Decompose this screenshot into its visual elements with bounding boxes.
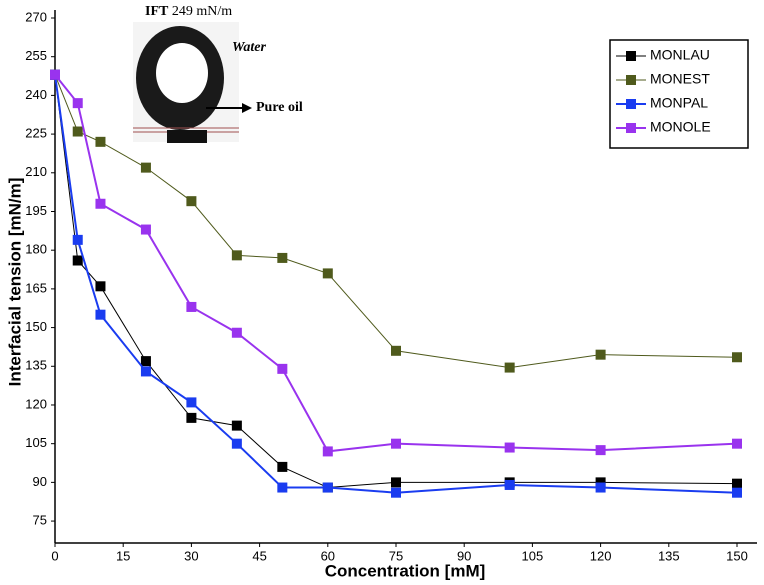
x-tick-label: 120 [590, 548, 612, 563]
series-line [54, 74, 738, 494]
arrow-head [242, 103, 252, 113]
marker [186, 412, 197, 423]
marker [95, 281, 106, 292]
marker [732, 478, 742, 489]
x-tick-label: 0 [51, 548, 58, 563]
oil-label: Pure oil [256, 100, 303, 115]
marker [72, 98, 83, 109]
y-tick-label: 255 [25, 48, 47, 63]
x-tick-label: 60 [321, 548, 335, 563]
marker [186, 301, 197, 312]
x-tick-label: 105 [522, 548, 544, 563]
y-tick-label: 270 [25, 9, 47, 24]
marker [231, 438, 242, 449]
ift-text: IFT 249 mN/m [145, 4, 232, 19]
marker [50, 69, 60, 80]
marker [595, 349, 606, 360]
marker [504, 362, 515, 373]
x-tick-label: 15 [116, 548, 130, 563]
marker [231, 327, 242, 338]
inset-image: IFT 249 mN/m Water Pure oil [133, 4, 303, 143]
x-tick-label: 75 [389, 548, 403, 563]
legend-marker [626, 75, 636, 85]
marker [72, 234, 83, 245]
marker [95, 136, 106, 147]
y-tick-label: 210 [25, 164, 47, 179]
y-tick-label: 180 [25, 242, 47, 257]
legend-label: MONEST [650, 71, 710, 87]
droplet-highlight [156, 43, 208, 103]
marker [186, 196, 197, 207]
marker [391, 487, 401, 498]
y-tick-label: 75 [33, 513, 47, 528]
y-tick-label: 240 [25, 87, 47, 102]
marker [504, 479, 515, 490]
marker [277, 252, 288, 263]
marker [322, 446, 333, 457]
ift-label: IFT [145, 4, 169, 19]
marker [391, 477, 401, 488]
marker [732, 438, 742, 449]
marker [72, 255, 83, 266]
x-tick-label: 30 [184, 548, 198, 563]
marker [140, 366, 151, 377]
marker [72, 126, 83, 137]
y-tick-label: 165 [25, 280, 47, 295]
y-tick-label: 150 [25, 319, 47, 334]
legend-marker [626, 99, 636, 109]
marker [732, 352, 742, 363]
x-tick-label: 150 [726, 548, 748, 563]
marker [732, 487, 742, 498]
marker [140, 162, 151, 173]
marker [595, 482, 606, 493]
y-tick-label: 225 [25, 126, 47, 141]
y-tick-label: 90 [33, 474, 47, 489]
legend-label: MONOLE [650, 119, 711, 135]
marker [277, 482, 288, 493]
marker [95, 198, 106, 209]
marker [595, 477, 606, 488]
y-tick-label: 105 [25, 435, 47, 450]
marker [391, 438, 401, 449]
ift-value: 249 mN/m [172, 4, 232, 19]
needle [167, 130, 207, 143]
marker [231, 250, 242, 261]
y-axis-title: Interfacial tension [mN/m] [5, 178, 24, 387]
marker [140, 224, 151, 235]
marker [322, 268, 333, 279]
series-line [54, 74, 738, 453]
y-tick-label: 120 [25, 396, 47, 411]
legend-marker [626, 123, 636, 133]
x-tick-label: 135 [658, 548, 680, 563]
marker [277, 461, 288, 472]
marker [140, 356, 151, 367]
water-label: Water [232, 40, 267, 55]
marker [504, 442, 515, 453]
marker [186, 397, 197, 408]
marker [277, 363, 288, 374]
x-tick-label: 45 [252, 548, 266, 563]
y-tick-label: 195 [25, 203, 47, 218]
legend-label: MONLAU [650, 47, 710, 63]
marker [322, 482, 333, 493]
marker [95, 309, 106, 320]
marker [231, 420, 242, 431]
y-tick-label: 135 [25, 358, 47, 373]
marker [391, 345, 401, 356]
marker [595, 445, 606, 456]
legend-marker [626, 51, 636, 61]
x-axis-title: Concentration [mM] [325, 561, 486, 580]
x-tick-label: 90 [457, 548, 471, 563]
legend-label: MONPAL [650, 95, 708, 111]
